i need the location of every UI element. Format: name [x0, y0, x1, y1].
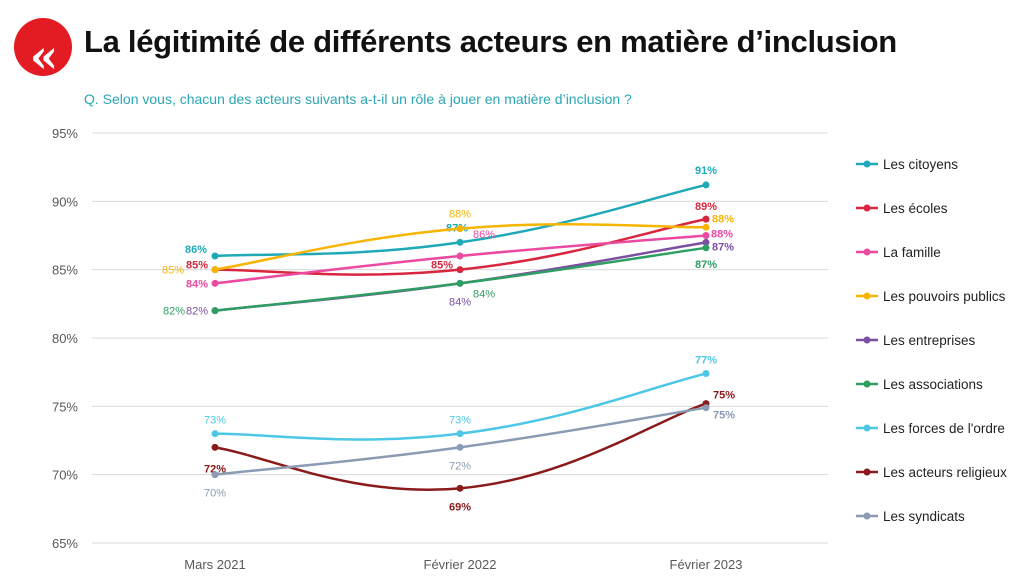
data-label: 73% — [204, 415, 226, 427]
data-point — [211, 307, 219, 315]
quote-logo-icon: « — [14, 18, 72, 79]
data-label: 87% — [695, 259, 717, 271]
page-subtitle: Q. Selon vous, chacun des acteurs suivan… — [84, 91, 632, 107]
data-label: 84% — [186, 278, 208, 290]
y-tick-label: 75% — [52, 399, 78, 414]
data-label: 85% — [431, 260, 453, 272]
data-point — [456, 238, 464, 246]
legend-marker — [863, 336, 871, 344]
data-label: 82% — [186, 306, 208, 318]
data-point — [702, 404, 710, 412]
x-tick-label: Février 2023 — [670, 557, 743, 572]
legend-marker — [863, 512, 871, 520]
data-point — [702, 223, 710, 231]
data-label: 82% — [163, 306, 185, 318]
data-point — [702, 215, 710, 223]
data-label: 91% — [695, 165, 717, 177]
x-tick-label: Mars 2021 — [184, 557, 245, 572]
data-point — [211, 279, 219, 287]
data-label: 86% — [185, 244, 207, 256]
data-point — [456, 252, 464, 260]
data-label: 72% — [449, 460, 471, 472]
data-label: 88% — [711, 229, 733, 241]
data-label: 88% — [712, 213, 734, 225]
data-label: 84% — [473, 288, 495, 300]
legend-label: Les forces de l'ordre — [883, 421, 1005, 436]
data-point — [211, 430, 219, 438]
data-point — [702, 181, 710, 189]
data-label: 72% — [204, 463, 226, 475]
data-point — [456, 430, 464, 438]
legend-marker — [863, 248, 871, 256]
page-title: La légitimité de différents acteurs en m… — [84, 24, 897, 59]
data-label: 89% — [695, 201, 717, 213]
data-point — [211, 443, 219, 451]
data-point — [456, 266, 464, 274]
y-tick-label: 85% — [52, 263, 78, 278]
data-label: 85% — [186, 260, 208, 272]
legend-marker — [863, 204, 871, 212]
data-point — [456, 279, 464, 287]
data-point — [211, 471, 219, 479]
y-tick-label: 80% — [52, 331, 78, 346]
legend-marker — [863, 424, 871, 432]
data-label: 84% — [449, 296, 471, 308]
legend-label: Les associations — [883, 377, 983, 392]
data-point — [702, 370, 710, 378]
y-tick-label: 95% — [52, 126, 78, 141]
data-label: 75% — [713, 390, 735, 402]
y-tick-label: 65% — [52, 536, 78, 551]
data-label: 69% — [449, 501, 471, 513]
data-label: 87% — [712, 241, 734, 253]
data-point — [702, 238, 710, 246]
data-label: 85% — [162, 265, 184, 277]
data-point — [702, 232, 710, 239]
legend-label: La famille — [883, 245, 941, 260]
legend-label: Les entreprises — [883, 333, 976, 348]
legend-marker — [863, 160, 871, 168]
legend-marker — [863, 380, 871, 388]
data-point — [456, 484, 464, 492]
data-point — [456, 225, 464, 233]
y-tick-label: 90% — [52, 194, 78, 209]
legend-label: Les acteurs religieux — [883, 465, 1007, 480]
data-label: 77% — [695, 355, 717, 367]
legend-marker — [863, 468, 871, 476]
data-label: 70% — [204, 488, 226, 500]
legend-label: Les pouvoirs publics — [883, 289, 1006, 304]
legend-marker — [863, 292, 871, 300]
data-label: 73% — [449, 415, 471, 427]
data-label: 75% — [713, 410, 735, 422]
data-point — [211, 266, 219, 274]
legend-label: Les syndicats — [883, 509, 965, 524]
data-point — [702, 244, 710, 252]
x-tick-label: Février 2022 — [424, 557, 497, 572]
data-point — [456, 443, 464, 451]
y-tick-label: 70% — [52, 468, 78, 483]
data-label: 86% — [473, 229, 495, 241]
legend-label: Les citoyens — [883, 157, 958, 172]
data-point — [211, 252, 219, 260]
data-label: 88% — [449, 209, 471, 221]
legend-label: Les écoles — [883, 201, 948, 216]
